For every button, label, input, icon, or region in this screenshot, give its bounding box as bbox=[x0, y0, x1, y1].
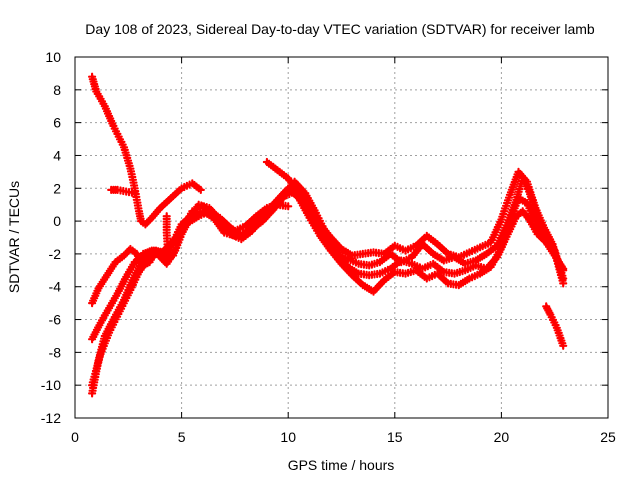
grid-layer bbox=[75, 57, 608, 418]
series-layer bbox=[88, 72, 568, 398]
series-arc-i bbox=[542, 302, 568, 350]
tick-layer: 0 5 10 15 20 25 -12 -10 -8 -6 -4 -2 0 2 4 6 8 10 bbox=[41, 49, 616, 445]
plot-frame bbox=[74, 56, 609, 419]
y-axis-label: SDTVAR / TECUs bbox=[6, 181, 22, 293]
y-tick-label: 2 bbox=[53, 180, 61, 196]
y-tick-label: 6 bbox=[53, 115, 61, 131]
y-tick-label: 8 bbox=[53, 82, 61, 98]
series-arc-f bbox=[88, 184, 568, 390]
chart-title: Day 108 of 2023, Sidereal Day-to-day VTE… bbox=[85, 21, 595, 37]
x-tick-label: 25 bbox=[600, 429, 616, 445]
y-tick-label: -10 bbox=[41, 377, 61, 393]
y-tick-label: -4 bbox=[49, 279, 62, 295]
y-tick-label: -12 bbox=[41, 410, 61, 426]
y-tick-label: -2 bbox=[49, 246, 62, 262]
y-tick-label: -6 bbox=[49, 312, 62, 328]
series-arc-g bbox=[107, 185, 139, 198]
x-tick-label: 15 bbox=[387, 429, 403, 445]
y-tick-label: 10 bbox=[45, 49, 61, 65]
series-arc-a bbox=[88, 72, 205, 229]
y-tick-label: 4 bbox=[53, 147, 61, 163]
series-arc-h bbox=[162, 212, 173, 260]
x-tick-label: 20 bbox=[494, 429, 510, 445]
y-tick-label: -8 bbox=[49, 344, 62, 360]
y-tick-label: 0 bbox=[53, 213, 61, 229]
x-tick-label: 10 bbox=[280, 429, 296, 445]
x-axis-label: GPS time / hours bbox=[288, 457, 395, 473]
x-tick-label: 5 bbox=[178, 429, 186, 445]
x-tick-label: 0 bbox=[71, 429, 79, 445]
